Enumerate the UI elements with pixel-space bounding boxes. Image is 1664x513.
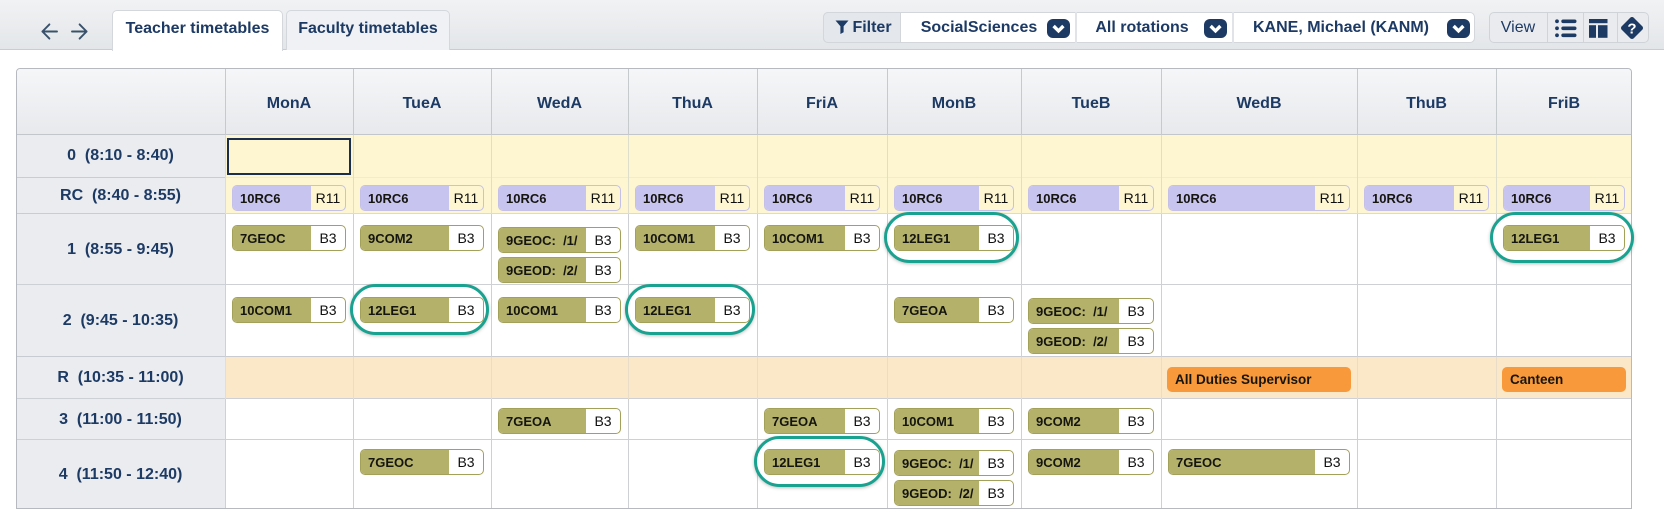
svg-text:?: ? — [1627, 21, 1636, 38]
